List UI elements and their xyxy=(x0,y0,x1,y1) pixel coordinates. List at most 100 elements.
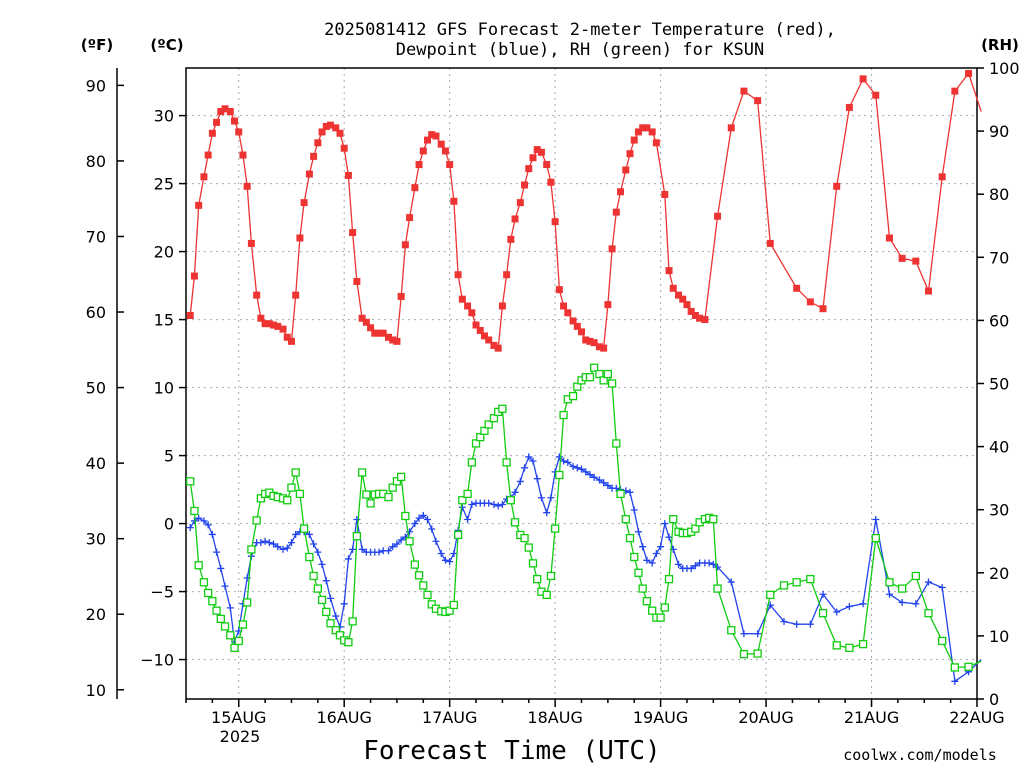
dewpoint-point xyxy=(437,549,445,557)
temperature-point xyxy=(622,166,630,174)
rh-point xyxy=(634,568,643,577)
rh-point xyxy=(792,578,801,587)
rh-point xyxy=(397,472,406,482)
celsius-tick-label: 30 xyxy=(154,107,174,126)
rh-point xyxy=(220,622,230,631)
temperature-point xyxy=(687,307,695,315)
temperature-point xyxy=(912,257,920,265)
temperature-point xyxy=(490,341,498,349)
rh-point xyxy=(352,532,362,541)
rh-point xyxy=(309,571,318,581)
temperature-point xyxy=(379,329,387,337)
dewpoint-point xyxy=(411,520,419,528)
temperature-point xyxy=(521,181,529,189)
rh-point xyxy=(313,584,322,593)
dewpoint-point xyxy=(406,528,414,536)
rh-point xyxy=(691,524,700,533)
rh-point xyxy=(216,614,225,624)
dewpoint-point xyxy=(217,564,225,572)
fahrenheit-tick-label: 70 xyxy=(86,227,106,246)
temperature-point xyxy=(665,267,673,275)
rh-point xyxy=(621,515,630,524)
temperature-point xyxy=(450,197,458,205)
temperature-point xyxy=(691,312,699,320)
rh-point xyxy=(238,620,248,629)
dewpoint-point xyxy=(375,548,383,556)
temperature-point xyxy=(507,235,515,243)
temperature-point xyxy=(533,146,541,154)
rh-point xyxy=(410,560,420,569)
temperature-point xyxy=(648,128,656,136)
dewpoint-point xyxy=(279,545,287,553)
rh-point xyxy=(709,515,718,524)
dewpoint-point xyxy=(630,506,638,514)
dewpoint-point xyxy=(464,515,472,523)
dewpoint-point xyxy=(213,548,221,556)
temperature-point xyxy=(885,234,893,242)
temperature-point xyxy=(353,278,361,286)
x-tick-label: 21AUG xyxy=(844,708,899,727)
rh-point xyxy=(331,626,340,635)
rh-point xyxy=(766,590,775,600)
x-tick-label: 19AUG xyxy=(633,708,688,727)
dewpoint-point xyxy=(569,462,577,470)
rh-point xyxy=(498,404,507,413)
rh-point xyxy=(344,638,353,647)
temperature-point xyxy=(235,128,243,136)
rh-point xyxy=(247,545,256,554)
rh-tick-label: 60 xyxy=(989,311,1009,330)
temperature-point xyxy=(476,326,484,334)
rh-point xyxy=(203,588,213,598)
temperature-point xyxy=(384,333,392,341)
dewpoint-point xyxy=(687,564,695,572)
dewpoint-point xyxy=(643,556,651,564)
rh-point xyxy=(638,584,647,593)
temperature-point xyxy=(727,124,735,132)
dewpoint-point xyxy=(639,543,647,551)
dewpoint-point xyxy=(257,539,265,547)
temperature-point xyxy=(186,312,194,320)
dewpoint-point xyxy=(468,501,476,509)
rh-point xyxy=(524,543,533,552)
rh-point xyxy=(357,468,367,477)
fahrenheit-tick-label: 10 xyxy=(86,681,106,700)
temperature-point xyxy=(367,324,375,332)
temperature-point xyxy=(195,201,203,209)
unit-label-rh: (RH) xyxy=(981,36,1019,54)
rh-point xyxy=(550,524,560,533)
temperature-point xyxy=(283,333,291,341)
fahrenheit-tick-label: 40 xyxy=(86,454,106,473)
temperature-point xyxy=(661,190,669,198)
rh-point xyxy=(458,496,467,505)
temperature-point xyxy=(239,151,247,159)
temperature-point xyxy=(582,336,590,344)
temperature-point xyxy=(965,69,973,77)
rh-tick-label: 10 xyxy=(989,627,1009,646)
rh-point xyxy=(449,600,459,610)
dewpoint-point xyxy=(353,515,361,523)
temperature-point xyxy=(411,184,419,192)
temperature-point xyxy=(432,132,440,140)
dewpoint-point xyxy=(612,484,620,492)
dewpoint-point xyxy=(924,578,932,586)
dewpoint-point xyxy=(397,536,405,544)
x-tick-label: 16AUG xyxy=(316,708,371,727)
dewpoint-point xyxy=(485,499,493,507)
rh-point xyxy=(208,597,217,606)
temperature-point xyxy=(608,245,616,253)
dewpoint-point xyxy=(186,524,194,532)
dewpoint-point xyxy=(529,457,537,465)
rh-point xyxy=(348,617,357,626)
temperature-point xyxy=(652,139,660,147)
dewpoint-point xyxy=(714,563,722,571)
dewpoint-point xyxy=(204,521,212,529)
rh-point xyxy=(335,631,345,640)
dewpoint-point xyxy=(344,555,352,563)
dewpoint-point xyxy=(564,458,572,466)
temperature-point xyxy=(243,182,251,190)
rh-point xyxy=(419,581,428,590)
rh-point xyxy=(607,379,617,388)
temperature-point xyxy=(586,337,594,345)
dewpoint-point xyxy=(872,515,880,523)
celsius-tick-label: 15 xyxy=(154,311,174,330)
